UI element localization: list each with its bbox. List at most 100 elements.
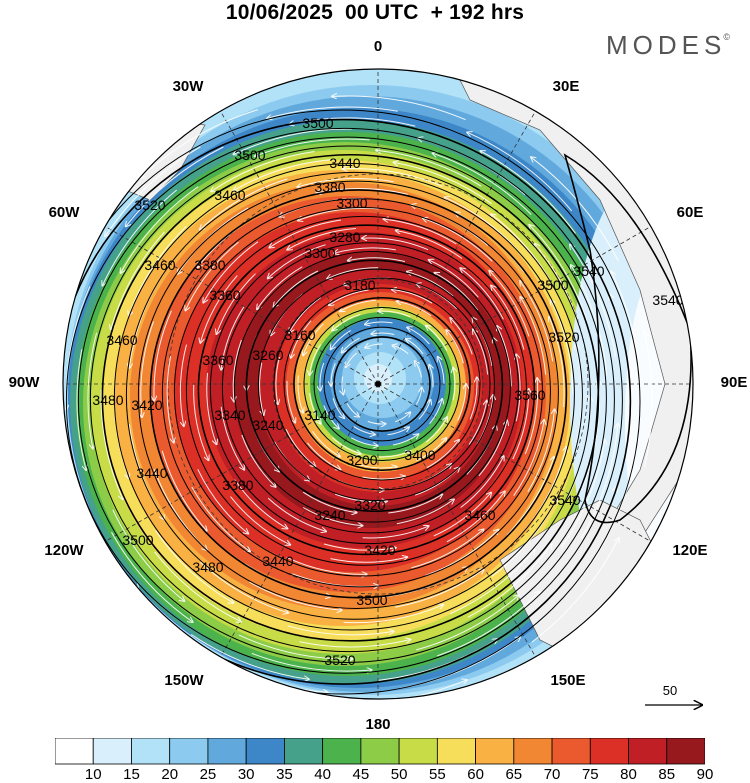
streamline	[491, 286, 525, 350]
streamline	[520, 297, 547, 375]
colorbar-swatch	[169, 738, 209, 765]
streamline	[154, 551, 241, 622]
streamline	[334, 493, 387, 502]
streamline	[570, 245, 616, 357]
streamline	[234, 128, 352, 154]
streamline	[287, 228, 357, 250]
streamline	[285, 428, 315, 466]
contour-label: 3440	[262, 553, 293, 569]
streamline	[425, 417, 447, 443]
contour-label: 3520	[548, 329, 579, 345]
streamline	[512, 389, 529, 460]
streamline	[561, 440, 605, 548]
height-contour	[125, 171, 583, 620]
streamline	[191, 486, 250, 551]
height-contour	[197, 224, 536, 556]
streamline	[249, 581, 342, 610]
streamline	[407, 272, 454, 297]
contour-label: 3360	[209, 287, 240, 303]
streamline	[342, 337, 360, 352]
streamline	[516, 354, 521, 422]
streamline	[333, 680, 467, 699]
contour-label: 3460	[214, 187, 245, 203]
lon-label: 180	[365, 716, 391, 733]
south-pole-marker	[375, 381, 381, 387]
streamline	[435, 273, 479, 311]
streamline	[267, 497, 326, 531]
lon-label: 0	[373, 38, 383, 55]
height-contour	[149, 189, 568, 599]
streamline	[200, 561, 288, 613]
streamline	[378, 311, 411, 318]
streamline	[161, 450, 207, 531]
streamline	[395, 412, 410, 423]
height-contour	[65, 127, 623, 674]
streamline	[407, 327, 430, 345]
streamline	[267, 106, 398, 118]
colorbar-tick: 70	[543, 766, 561, 783]
streamline	[330, 557, 408, 563]
contour-label: 3520	[324, 652, 355, 668]
streamline	[531, 157, 619, 262]
contour-label: 3160	[284, 327, 315, 343]
height-contour	[173, 207, 551, 577]
colorbar-tick: 55	[429, 766, 446, 783]
streamline	[469, 377, 477, 420]
height-contour	[221, 242, 519, 534]
colorbar-swatch	[589, 738, 629, 765]
colorbar-tick: 40	[314, 766, 331, 783]
streamline	[185, 241, 239, 310]
streamline	[346, 352, 358, 367]
reference-wind-vector: 50	[640, 683, 710, 713]
streamline	[529, 225, 588, 321]
streamline	[497, 326, 512, 387]
shade-ring	[364, 364, 392, 392]
streamline	[480, 151, 576, 234]
height-contour	[161, 198, 559, 588]
colorbar-swatch	[360, 738, 400, 765]
brand-name: MODES	[606, 30, 727, 60]
streamline	[426, 440, 459, 469]
streamline	[362, 526, 429, 539]
colorbar-tick: 90	[696, 766, 714, 783]
streamline	[378, 451, 411, 458]
colorbar-swatch	[666, 738, 705, 765]
meridian	[377, 226, 651, 385]
streamline	[343, 169, 443, 187]
streamline	[190, 633, 309, 679]
streamline	[331, 363, 336, 385]
colorbar-tick: 85	[658, 766, 676, 783]
colorbar-swatch	[513, 738, 553, 765]
contour-label: 3380	[222, 477, 253, 493]
contour-label: 3500	[302, 115, 333, 131]
streamline	[332, 96, 466, 121]
colorbar-tick: 30	[237, 766, 255, 783]
streamline	[154, 310, 172, 401]
contour-label: 3520	[134, 197, 165, 213]
height-contour	[113, 163, 591, 631]
streamline	[87, 332, 98, 449]
streamline	[276, 356, 280, 404]
streamline	[111, 231, 165, 329]
contour-label: 3240	[252, 417, 283, 433]
lat-lon-grid	[63, 69, 693, 699]
streamline	[418, 400, 431, 420]
streamline	[334, 247, 396, 253]
streamline	[303, 323, 324, 356]
streamline	[297, 375, 303, 413]
reference-wind-value: 50	[662, 683, 678, 698]
height-contour	[313, 316, 451, 452]
streamline	[446, 491, 505, 543]
colorbar-tick: 50	[390, 766, 408, 783]
contour-label: 3500	[122, 532, 153, 548]
streamline	[359, 465, 396, 468]
streamline	[433, 153, 532, 215]
streamline	[342, 376, 343, 395]
streamline	[576, 345, 583, 447]
streamline	[331, 329, 352, 349]
streamline	[467, 132, 573, 212]
contour-label: 3380	[314, 179, 345, 195]
streamline	[343, 605, 444, 624]
streamline	[105, 146, 201, 236]
